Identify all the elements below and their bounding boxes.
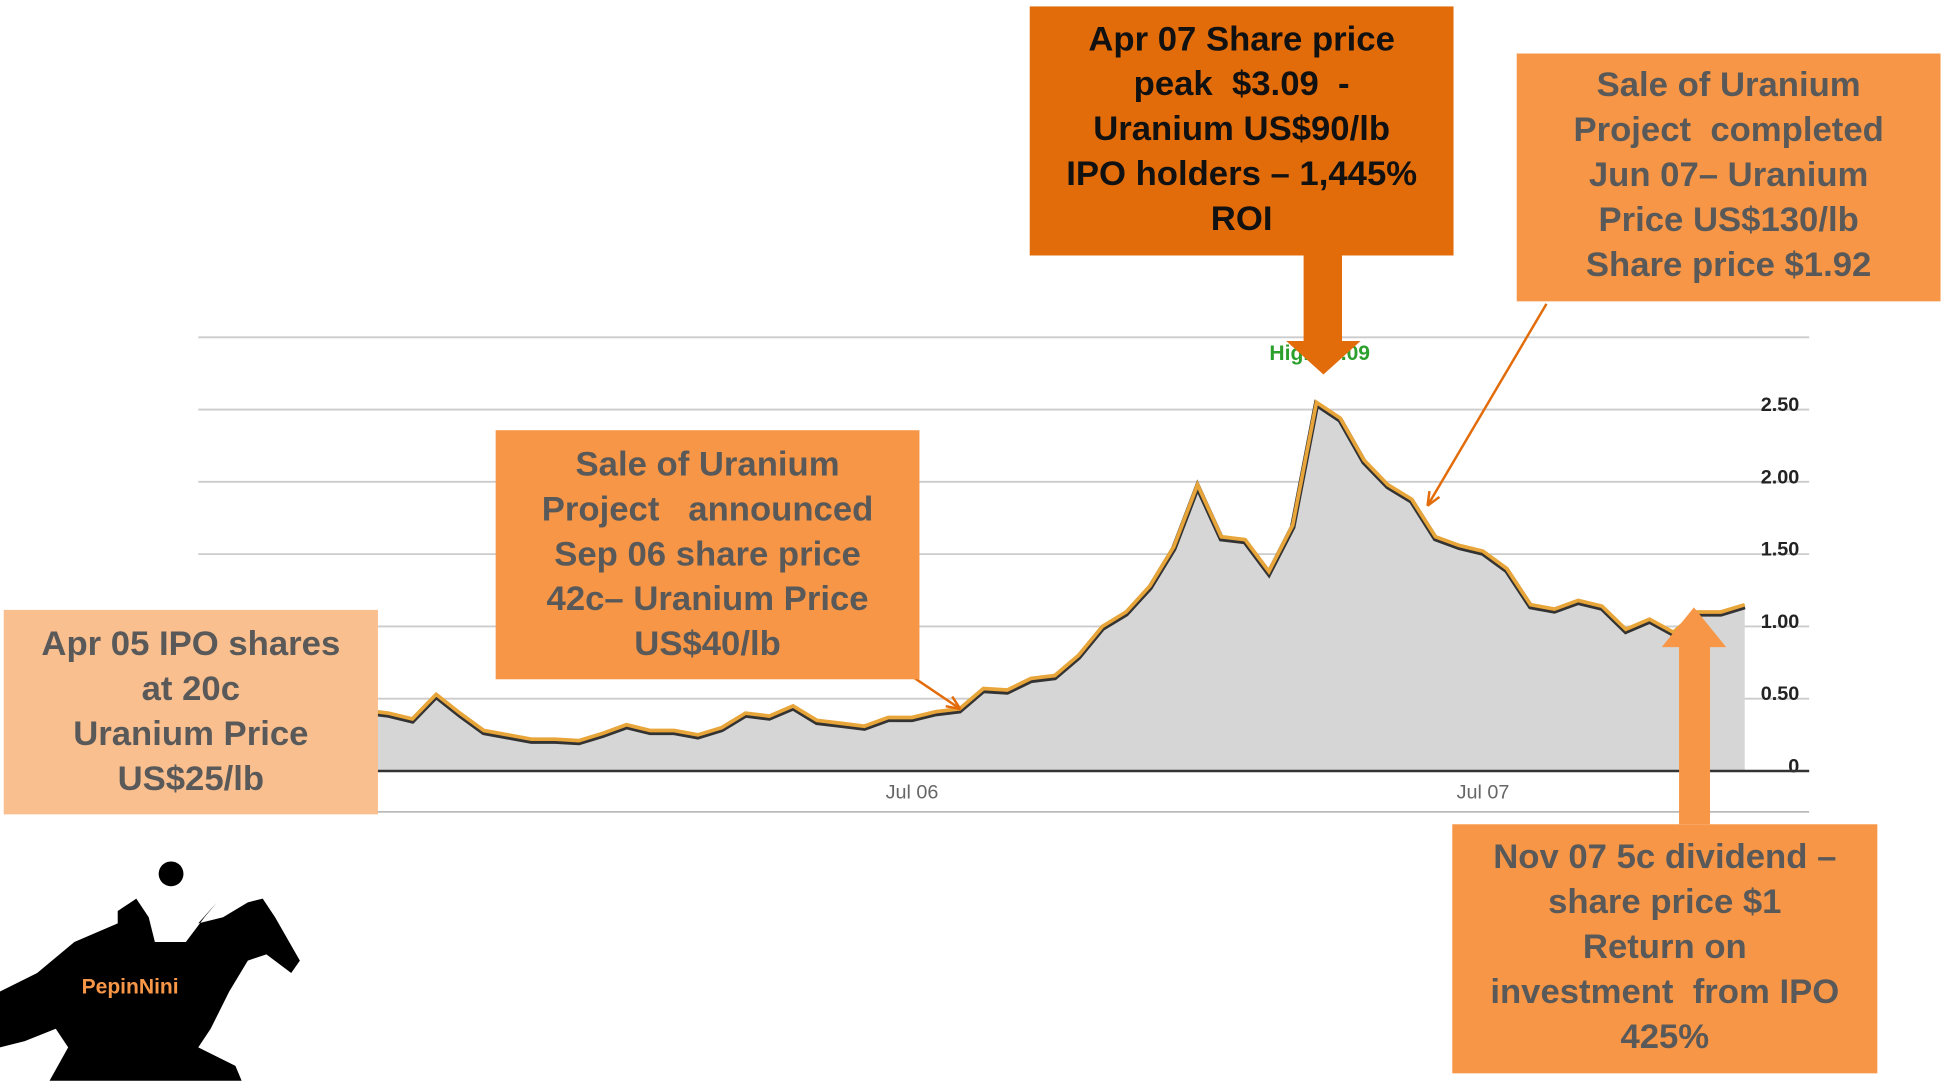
annotation-text: Uranium US$90/lb — [1093, 110, 1390, 148]
annotation-text: Sep 06 share price — [554, 535, 861, 573]
x-tick-label: Jul 07 — [1457, 782, 1510, 804]
logo-text: PepinNini — [82, 975, 179, 998]
annotation-text: Nov 07 5c dividend – — [1493, 838, 1836, 876]
page: 00.501.001.502.002.50Jul 06Jul 07 High: … — [0, 0, 1943, 1081]
y-tick-label: 0.50 — [1761, 683, 1800, 705]
annotation-text: Project announced — [542, 490, 874, 528]
y-tick-label: 0 — [1788, 756, 1799, 778]
area-fill — [198, 402, 1744, 771]
annotation-text: Share price $1.92 — [1586, 246, 1871, 284]
annotation-text: share price $1 — [1548, 883, 1781, 921]
annotation-text: peak $3.09 - — [1134, 65, 1350, 103]
pointer-line — [1428, 304, 1547, 506]
annotation-text: Project completed — [1573, 111, 1883, 149]
y-tick-label: 2.00 — [1761, 466, 1800, 488]
annotation-text: ROI — [1211, 200, 1273, 238]
y-tick-label: 1.50 — [1761, 539, 1800, 561]
annotation-text: at 20c — [142, 670, 240, 708]
annotation-text: US$25/lb — [118, 760, 265, 798]
annotation-text: Uranium Price — [73, 715, 308, 753]
annotation-text: 425% — [1620, 1018, 1709, 1056]
annotation-text: Apr 07 Share price — [1088, 20, 1395, 58]
annotation-text: 42c– Uranium Price — [547, 580, 869, 618]
annotation-text: US$40/lb — [634, 625, 781, 663]
annotation-text: Apr 05 IPO shares — [41, 625, 340, 663]
x-tick-label: Jul 06 — [886, 782, 939, 804]
y-tick-label: 1.00 — [1761, 611, 1800, 633]
logo: PepinNini — [0, 861, 300, 1080]
annotation-text: Return on — [1583, 928, 1747, 966]
annotation-text: Jun 07– Uranium — [1589, 156, 1869, 194]
plot: 0 0.50 1.00 1.50 2.00 2.50 Jul 06 Jul 07 — [198, 337, 1809, 803]
annotation-text: Sale of Uranium — [576, 445, 840, 483]
annotation-text: investment from IPO — [1490, 973, 1839, 1011]
y-tick-label: 2.50 — [1761, 394, 1800, 416]
annotation-text: Sale of Uranium — [1597, 66, 1861, 104]
annotation-text: IPO holders – 1,445% — [1066, 155, 1417, 193]
chart: 00.501.001.502.002.50Jul 06Jul 07 High: … — [0, 0, 1943, 1081]
annotations: Apr 05 IPO shares at 20c Uranium Price US$2… — [4, 6, 1941, 1073]
horse-silhouette — [0, 861, 300, 1080]
annotation-text: Price US$130/lb — [1598, 201, 1858, 239]
pointer-line — [911, 676, 961, 709]
